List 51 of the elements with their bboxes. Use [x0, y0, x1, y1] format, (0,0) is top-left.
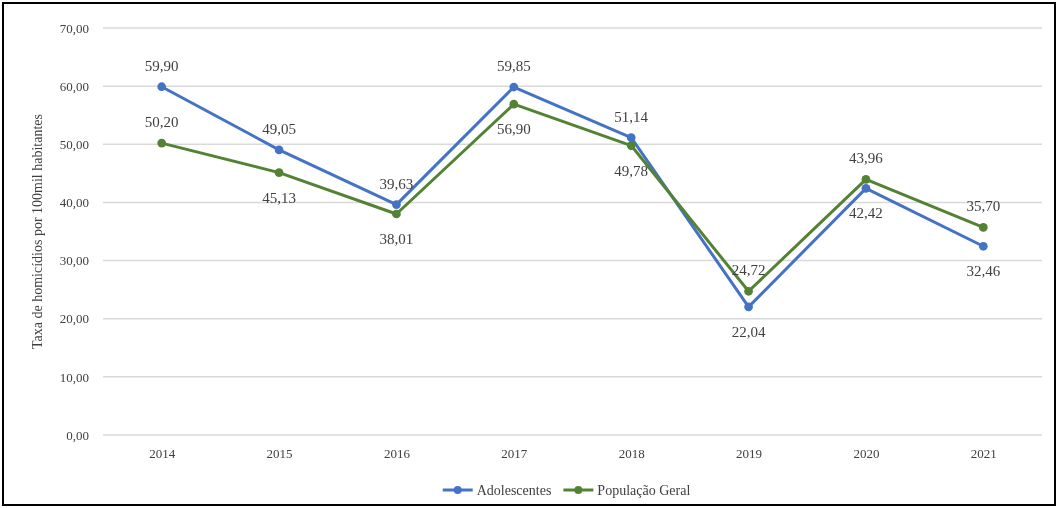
data-label: 38,01 [379, 231, 414, 247]
y-tick-label: 40,00 [59, 195, 89, 211]
point [392, 209, 401, 219]
point [509, 99, 519, 109]
data-label: 49,05 [262, 120, 296, 137]
data-label: 22,04 [731, 323, 766, 340]
x-tick-label: 2015 [266, 446, 293, 462]
point [274, 145, 284, 155]
legend-label: População Geral [597, 483, 691, 498]
y-tick-label: 30,00 [59, 253, 89, 269]
point [978, 241, 988, 251]
x-tick-label: 2014 [149, 446, 176, 462]
data-label: 51,14 [614, 108, 649, 125]
point [861, 175, 871, 184]
x-tick-label: 2021 [970, 446, 997, 462]
data-label: 49,78 [614, 162, 649, 179]
point [509, 82, 519, 92]
data-label: 42,42 [849, 205, 883, 222]
point [861, 184, 871, 193]
data-label: 43,96 [849, 150, 884, 167]
y-tick-label: 50,00 [59, 136, 89, 152]
point [157, 82, 167, 92]
y-tick-label: 0,00 [66, 427, 89, 443]
data-label: 50,20 [144, 114, 179, 131]
point [626, 133, 636, 143]
point [392, 200, 401, 209]
x-tick-label: 2019 [736, 446, 763, 462]
y-tick-label: 60,00 [59, 78, 89, 94]
data-label: 56,90 [496, 121, 531, 138]
point [274, 168, 284, 177]
data-label: 39,63 [379, 175, 414, 192]
point [626, 141, 636, 150]
x-tick-label: 2020 [853, 446, 880, 462]
y-tick-label: 10,00 [59, 369, 89, 385]
data-label: 59,90 [144, 57, 179, 74]
data-label: 59,85 [496, 58, 531, 75]
data-label: 24,72 [731, 262, 766, 279]
y-axis-title: Taxa de homicídios por 100mil habitantes [30, 113, 45, 350]
point [157, 138, 167, 148]
point [744, 286, 753, 296]
legend-label: Adolescentes [476, 483, 552, 498]
x-tick-label: 2016 [383, 446, 411, 462]
point [978, 223, 988, 232]
data-label: 32,46 [966, 263, 1001, 280]
y-tick-label: 70,00 [59, 20, 89, 36]
x-tick-label: 2017 [501, 446, 528, 462]
y-tick-label: 20,00 [59, 311, 89, 327]
point [744, 302, 753, 312]
x-tick-label: 2018 [618, 446, 645, 462]
data-label: 35,70 [966, 198, 1001, 215]
data-label: 45,13 [262, 189, 296, 206]
